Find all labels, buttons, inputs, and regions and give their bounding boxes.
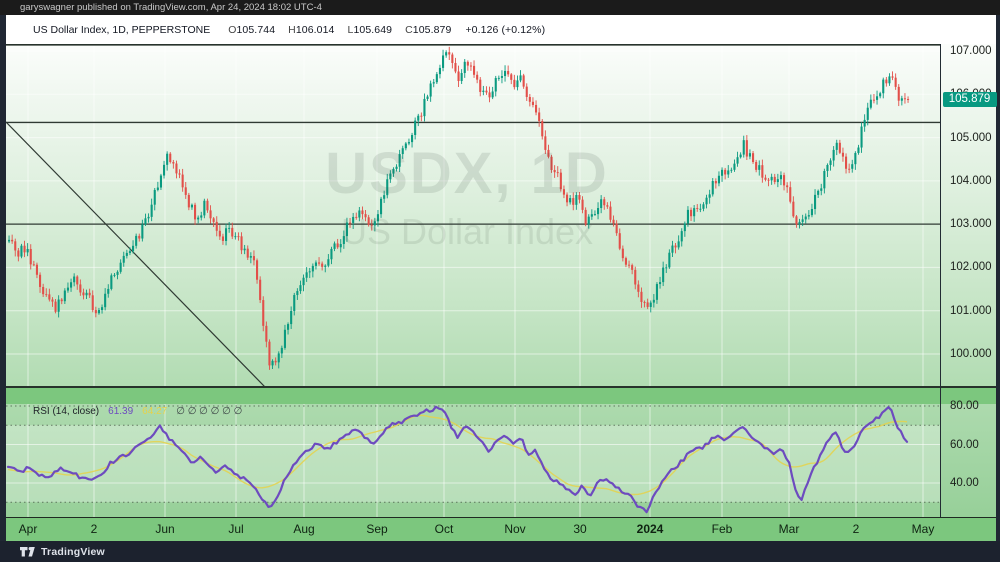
- rsi-scale-label: 60.00: [950, 438, 979, 451]
- symbol-legend-bar[interactable]: US Dollar Index, 1D, PEPPERSTONE O105.74…: [6, 15, 996, 44]
- price-scale[interactable]: 105.879 107.000106.000105.000104.000103.…: [940, 44, 997, 517]
- rsi-value: 61.39: [108, 406, 134, 417]
- pane-separator[interactable]: [6, 386, 996, 404]
- price-scale-label: 107.000: [950, 45, 992, 57]
- chart-frame-right: [996, 15, 1000, 541]
- time-axis-label: 2: [90, 522, 98, 536]
- tradingview-logo-text[interactable]: TradingView: [41, 545, 105, 558]
- ohlc-item: L105.649: [347, 23, 393, 36]
- price-scale-label: 100.000: [950, 348, 992, 360]
- time-axis-label: Mar: [778, 522, 800, 536]
- time-axis-label: Aug: [293, 522, 315, 536]
- time-axis[interactable]: Apr 2 Jun Jul Aug Sep Oct Nov 30 2024 Feb Mar 2 May: [6, 517, 996, 541]
- price-scale-label: 101.000: [950, 304, 992, 317]
- symbol-title[interactable]: US Dollar Index, 1D, PEPPERSTONE: [33, 23, 211, 36]
- attribution-bar: garyswagner published on TradingView.com…: [0, 0, 1000, 15]
- rsi-scale-label: 40.00: [950, 477, 979, 489]
- rsi-ma-value: 64.27: [142, 406, 168, 417]
- time-axis-label: 2: [852, 522, 860, 536]
- rsi-chart-canvas[interactable]: [6, 404, 940, 517]
- rsi-legend[interactable]: RSI (14, close) 61.39 64.27 ∅ ∅ ∅ ∅ ∅ ∅: [33, 406, 242, 417]
- time-axis-label: Oct: [434, 522, 454, 536]
- change-value: +0.126 (+0.12%): [465, 23, 546, 36]
- time-axis-label: Feb: [711, 522, 733, 536]
- rsi-scale-label: 80.00: [950, 400, 979, 412]
- time-axis-label: 30: [573, 522, 587, 536]
- rsi-placeholder-values: ∅ ∅ ∅ ∅ ∅ ∅: [176, 406, 243, 417]
- chart-frame-left: [0, 15, 6, 541]
- price-scale-label: 104.000: [950, 174, 992, 187]
- price-scale-label: 105.000: [950, 131, 992, 144]
- ohlc-values: O105.744 H106.014 L105.649 C105.879: [228, 24, 451, 36]
- last-price-badge: 105.879: [942, 92, 997, 108]
- ohlc-item: O105.744: [228, 23, 276, 36]
- tradingview-logo-icon[interactable]: [20, 546, 35, 557]
- attribution-text: garyswagner published on TradingView.com…: [20, 2, 322, 13]
- time-axis-label: 2024: [636, 522, 664, 536]
- time-axis-label: Nov: [504, 522, 526, 536]
- time-axis-label: Jun: [155, 522, 175, 536]
- time-axis-label: May: [911, 522, 935, 536]
- time-axis-label: Sep: [366, 522, 388, 536]
- time-axis-label: Jul: [228, 522, 244, 536]
- time-axis-label: Apr: [18, 522, 38, 536]
- ohlc-item: H106.014: [288, 23, 335, 36]
- footer-bar: TradingView: [0, 541, 1000, 562]
- rsi-title[interactable]: RSI (14, close): [33, 406, 100, 417]
- ohlc-item: C105.879: [405, 23, 452, 36]
- price-chart-canvas[interactable]: [6, 44, 940, 387]
- price-scale-label: 102.000: [950, 261, 992, 274]
- price-scale-label: 103.000: [950, 218, 992, 231]
